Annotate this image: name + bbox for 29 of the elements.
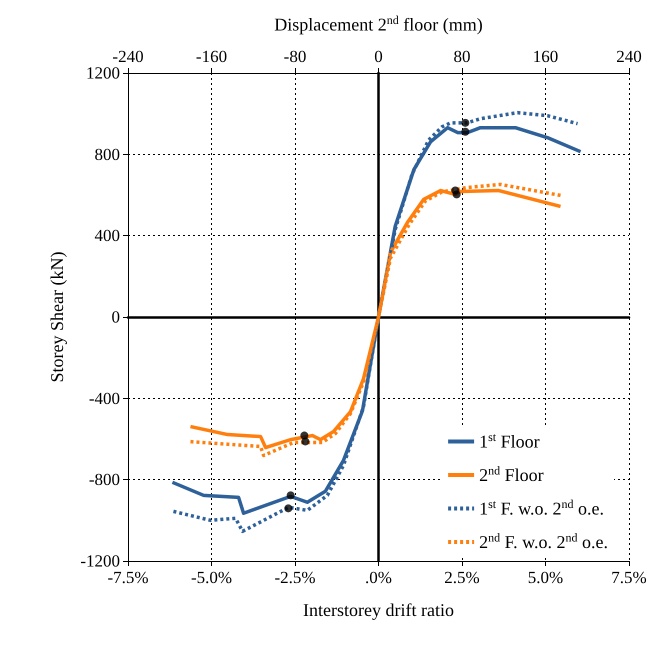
x2-tick-label: 80 (454, 47, 470, 66)
y-tick-label: 1200 (86, 64, 120, 82)
y-tick-label: 800 (94, 144, 120, 164)
x-axis-title: Interstorey drift ratio (303, 600, 454, 620)
point (461, 118, 470, 127)
x-tick-label: -5.0% (190, 568, 232, 587)
x2-tick-label: -80 (284, 47, 306, 66)
x-tick-label: 7.5% (611, 568, 647, 587)
x-tick-label: -2.5% (274, 568, 316, 587)
point (301, 437, 310, 446)
x2-tick-label: -160 (196, 47, 228, 66)
x2-tick-label: 240 (616, 47, 642, 66)
x-tick-label: 2.5% (444, 568, 480, 587)
y-tick-label: 0 (112, 308, 120, 326)
point (286, 491, 295, 500)
y-tick-label: -800 (88, 470, 120, 490)
x2-tick-label: 160 (532, 47, 558, 66)
x-tick-label: 5.0% (528, 568, 564, 587)
y-tick-label: -1200 (80, 552, 120, 570)
point (461, 128, 470, 136)
x-tick-label: -7.5% (107, 568, 149, 587)
point (284, 504, 292, 512)
y-tick-label: -400 (88, 388, 120, 408)
x2-tick-label: -240 (112, 47, 144, 66)
y-tick-label: 400 (94, 226, 120, 246)
x2-tick-label: 0 (374, 47, 383, 66)
x-tick-label: .0% (365, 568, 392, 587)
y-axis-title: Storey Shear (kN) (47, 252, 67, 382)
point (452, 190, 461, 198)
